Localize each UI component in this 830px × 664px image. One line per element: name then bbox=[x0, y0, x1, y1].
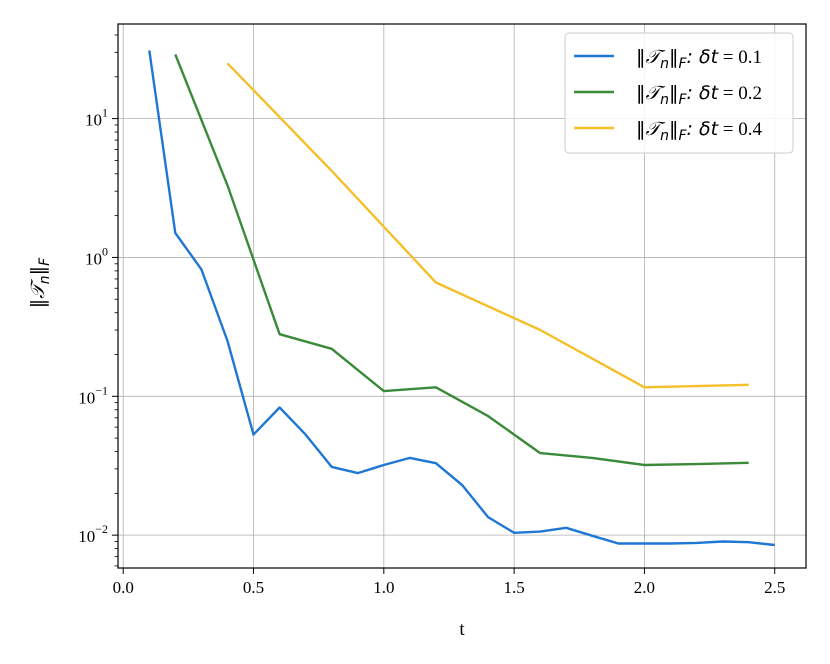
y-axis-label-norm-close: ‖ bbox=[27, 266, 49, 276]
x-tick-label: 2.5 bbox=[764, 578, 785, 597]
x-tick-label: 0.0 bbox=[113, 578, 134, 597]
series-line-3 bbox=[226, 62, 749, 389]
legend-label-3: ‖𝒯n‖F: δt = 0.4 bbox=[636, 118, 762, 144]
legend: ‖𝒯n‖F: δt = 0.1 ‖𝒯n‖F: δt = 0.2 ‖𝒯n‖F: δt … bbox=[564, 32, 794, 154]
y-tick-label: 100 bbox=[85, 244, 108, 268]
x-tick-label: 0.5 bbox=[243, 578, 264, 597]
x-tick-label: 1.0 bbox=[373, 578, 394, 597]
y-axis-ticks: 10−2 10−1 100 101 bbox=[78, 34, 118, 567]
y-tick-label: 10−1 bbox=[78, 383, 108, 407]
series-line-1 bbox=[148, 50, 775, 547]
y-tick-label: 101 bbox=[85, 106, 108, 130]
series-lines bbox=[148, 50, 775, 547]
x-axis-label: t bbox=[459, 619, 465, 640]
legend-label-2: ‖𝒯n‖F: δt = 0.2 bbox=[636, 82, 762, 108]
y-tick-label: 10−2 bbox=[78, 522, 108, 546]
x-axis-ticks: 0.0 0.5 1.0 1.5 2.0 2.5 bbox=[113, 568, 785, 597]
legend-box bbox=[564, 32, 794, 154]
y-axis-label-subF: F bbox=[37, 257, 53, 266]
x-tick-label: 2.0 bbox=[634, 578, 655, 597]
plot-frame bbox=[117, 23, 807, 569]
y-axis-label-norm-open: ‖ bbox=[27, 299, 49, 309]
x-tick-label: 1.5 bbox=[503, 578, 524, 597]
legend-label-1: ‖𝒯n‖F: δt = 0.1 bbox=[636, 46, 762, 72]
series-line-2 bbox=[174, 53, 749, 467]
y-axis-label-sub: n bbox=[37, 275, 53, 284]
